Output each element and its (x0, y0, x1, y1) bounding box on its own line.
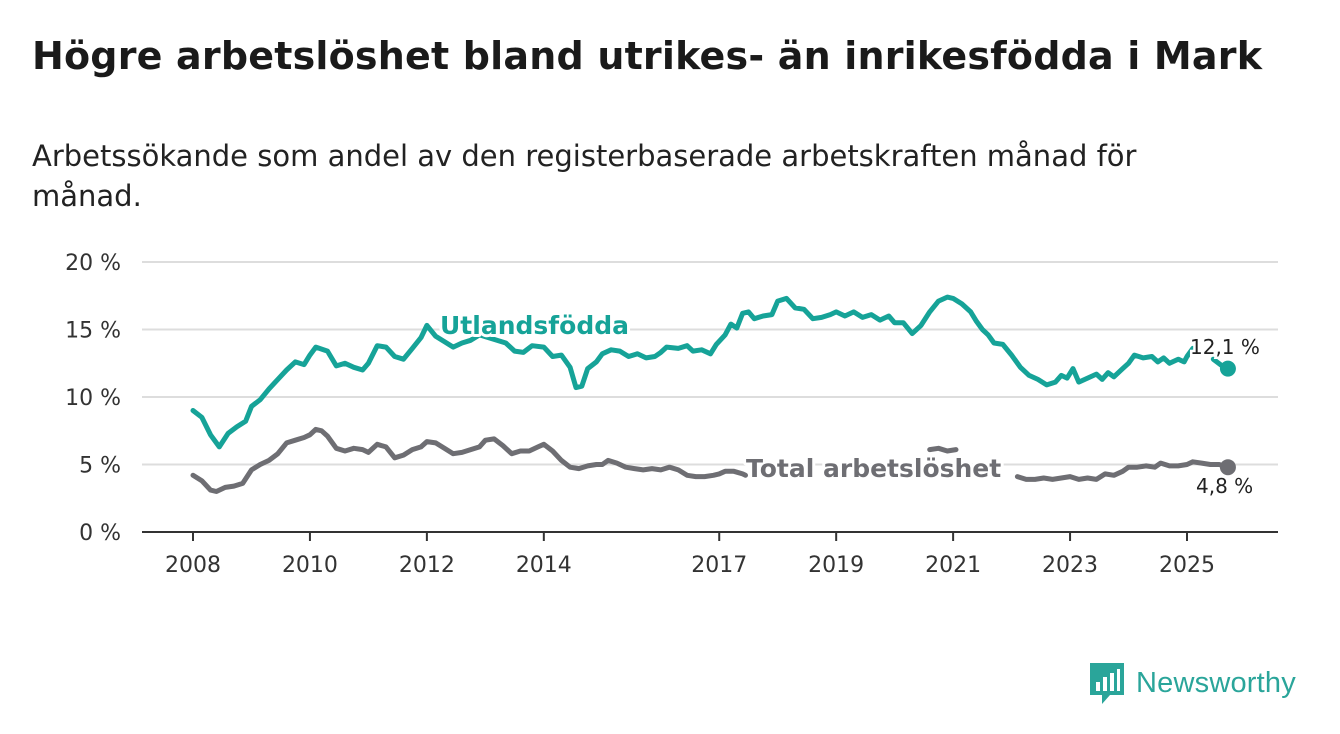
y-tick-label-0: 0 % (79, 521, 121, 546)
newsworthy-logo-icon (1090, 663, 1124, 704)
x-tick-label-2008: 2008 (165, 553, 221, 578)
newsworthy-logo[interactable]: Newsworthy (1088, 660, 1296, 706)
end-point-utlandsfodda (1219, 360, 1236, 377)
y-axis-ticks: 0 % 5 % 10 % 15 % 20 % (65, 251, 121, 546)
series-line-total (190, 426, 748, 494)
x-tick-label-2014: 2014 (516, 553, 572, 578)
x-tick-label-2023: 2023 (1042, 553, 1098, 578)
x-tick-label-2019: 2019 (808, 553, 864, 578)
y-tick-label-10: 10 % (65, 386, 121, 411)
x-tick-label-2021: 2021 (925, 553, 981, 578)
x-tick-label-2012: 2012 (399, 553, 455, 578)
series-line-total-segment-2 (1014, 459, 1231, 482)
y-tick-label-5: 5 % (79, 454, 121, 479)
series-line-total-segment-1 (927, 445, 959, 454)
brand-name: Newsworthy (1136, 666, 1296, 699)
x-axis: 2008 2010 2012 2014 2017 2019 2021 2023 2025 (142, 531, 1278, 578)
x-tick-label-2025: 2025 (1159, 553, 1215, 578)
label-layer: Utlandsfödda Total arbetslöshet 12,1 % 4… (437, 308, 1262, 501)
end-value-label-utlandsfodda: 12,1 % (1190, 335, 1260, 359)
chart-title: Högre arbetslöshet bland utrikes- än inr… (32, 34, 1263, 78)
series-label-utlandsfodda: Utlandsfödda (440, 311, 629, 340)
end-value-label-total: 4,8 % (1196, 474, 1253, 498)
y-tick-label-20: 20 % (65, 251, 121, 276)
x-tick-label-2017: 2017 (691, 553, 747, 578)
x-tick-label-2010: 2010 (282, 553, 338, 578)
end-point-total (1219, 459, 1236, 476)
series-label-total-arbetsloshet: Total arbetslöshet (746, 454, 1001, 483)
y-tick-label-15: 15 % (65, 319, 121, 344)
series-layer (190, 294, 1236, 494)
grid-lines (142, 261, 1278, 466)
series-line-utlandsfodda (190, 294, 1196, 450)
chart-subtitle: Arbetssökande som andel av den registerb… (32, 139, 1137, 213)
